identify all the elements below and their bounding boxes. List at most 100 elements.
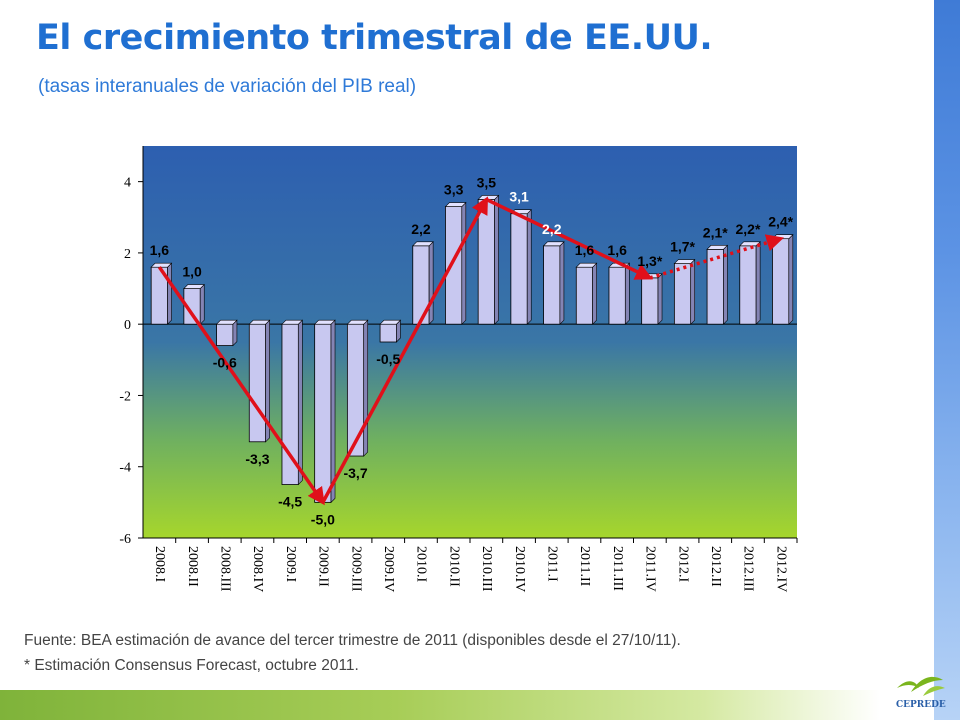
right-accent-bar	[934, 0, 960, 720]
bar-side	[526, 208, 532, 325]
bar-top	[412, 241, 434, 247]
bar-2008.II	[183, 283, 205, 325]
x-tick-label: 2012.I	[675, 546, 690, 583]
bar-side	[428, 241, 434, 325]
data-label: -4,5	[278, 494, 302, 510]
x-tick-label: 2012.II	[708, 546, 723, 587]
x-tick-label: 2011.I	[545, 546, 560, 582]
data-label: 2,2*	[735, 221, 760, 237]
bar-2012.IV	[771, 233, 794, 325]
slide-subtitle: (tasas interanuales de variación del PIB…	[38, 76, 417, 97]
bar-side	[363, 319, 369, 457]
y-tick-label: 4	[124, 176, 131, 191]
y-tick-label: -4	[119, 461, 131, 476]
data-label: 1,6	[607, 242, 627, 258]
trend-solid-arrow	[485, 197, 654, 280]
source-footnote: Fuente: BEA estimación de avance del ter…	[24, 632, 681, 649]
data-label: -3,3	[245, 451, 269, 467]
bar-side	[559, 241, 565, 325]
bar-2009.I	[281, 319, 304, 486]
bar-top	[739, 241, 761, 247]
data-label: 2,4*	[768, 214, 793, 230]
bar-top	[379, 319, 402, 325]
x-tick-label: 2012.III	[741, 546, 756, 592]
bar-side	[625, 262, 630, 325]
data-label: -0,5	[376, 351, 400, 367]
x-tick-label: 2011.IV	[643, 546, 658, 592]
bar-top	[706, 245, 729, 250]
data-label: -5,0	[311, 511, 335, 527]
bar-2010.I	[412, 241, 434, 325]
bar-face	[543, 245, 561, 325]
data-label: -0,6	[213, 355, 237, 371]
trend-solid-arrow	[157, 266, 325, 506]
bar-side	[330, 319, 336, 504]
bar-2010.IV	[510, 208, 532, 325]
y-tick-label: -6	[119, 532, 131, 547]
data-label: 3,5	[477, 174, 497, 190]
bar-face	[575, 266, 594, 325]
x-tick-label: 2010.III	[479, 546, 494, 592]
x-tick-label: 2010.II	[446, 546, 461, 587]
bar-top	[542, 241, 565, 247]
x-tick-label: 2009.III	[348, 546, 363, 592]
trend-dotted-arrow	[649, 234, 785, 280]
bar-2012.III	[739, 241, 761, 325]
bar-2011.II	[575, 262, 598, 325]
x-tick-label: 2008.III	[218, 546, 233, 592]
data-label: 1,6	[575, 242, 595, 258]
bottom-accent-bar	[0, 690, 880, 720]
data-label: 2,2	[542, 221, 562, 237]
bar-2009.II	[313, 319, 336, 504]
bar-side	[755, 241, 761, 325]
bar-face	[379, 323, 397, 343]
x-tick-label: 2011.III	[610, 546, 625, 591]
bar-2012.I	[673, 258, 696, 325]
bar-side	[199, 283, 205, 325]
bar-top	[444, 202, 467, 207]
bar-2011.III	[608, 262, 631, 325]
bar-top	[346, 319, 369, 325]
cepre-logo-icon	[897, 676, 945, 696]
bar-face	[346, 323, 365, 457]
bar-top	[575, 262, 598, 268]
bar-2011.I	[542, 241, 565, 325]
bar-face	[772, 238, 790, 325]
bar-top	[183, 284, 205, 289]
bar-face	[739, 245, 757, 325]
bar-top	[215, 319, 238, 325]
y-tick-label: -2	[119, 389, 131, 404]
bar-face	[248, 323, 267, 443]
x-tick-label: 2012.IV	[773, 546, 788, 592]
bar-2010.II	[444, 201, 467, 325]
bar-side	[788, 233, 794, 325]
bar-side	[461, 201, 467, 325]
bar-face	[706, 248, 724, 325]
bar-2008.III	[215, 319, 238, 347]
trend-solid-arrow	[321, 196, 489, 504]
bar-face	[641, 277, 659, 325]
bar-top	[673, 259, 696, 264]
data-label: 3,1	[509, 189, 529, 205]
bar-face	[216, 323, 234, 346]
bar-top	[248, 319, 271, 325]
bar-side	[167, 262, 172, 325]
bar-2012.II	[706, 244, 729, 325]
y-tick-label: 2	[124, 247, 131, 262]
bar-top	[281, 319, 304, 325]
data-label: 1,0	[182, 264, 202, 280]
x-tick-label: 2010.IV	[512, 546, 527, 592]
data-label: 2,2	[411, 221, 431, 237]
data-label: 1,7*	[670, 239, 695, 255]
bar-face	[314, 323, 332, 503]
x-tick-label: 2008.IV	[250, 546, 265, 592]
data-label: -3,7	[343, 465, 367, 481]
x-tick-label: 2009.IV	[381, 546, 396, 592]
plot-area	[143, 146, 797, 538]
bar-face	[477, 199, 495, 325]
bar-2009.IV	[379, 319, 402, 343]
bar-top	[150, 262, 173, 268]
bar-side	[690, 258, 696, 325]
x-tick-label: 2009.II	[316, 546, 331, 587]
